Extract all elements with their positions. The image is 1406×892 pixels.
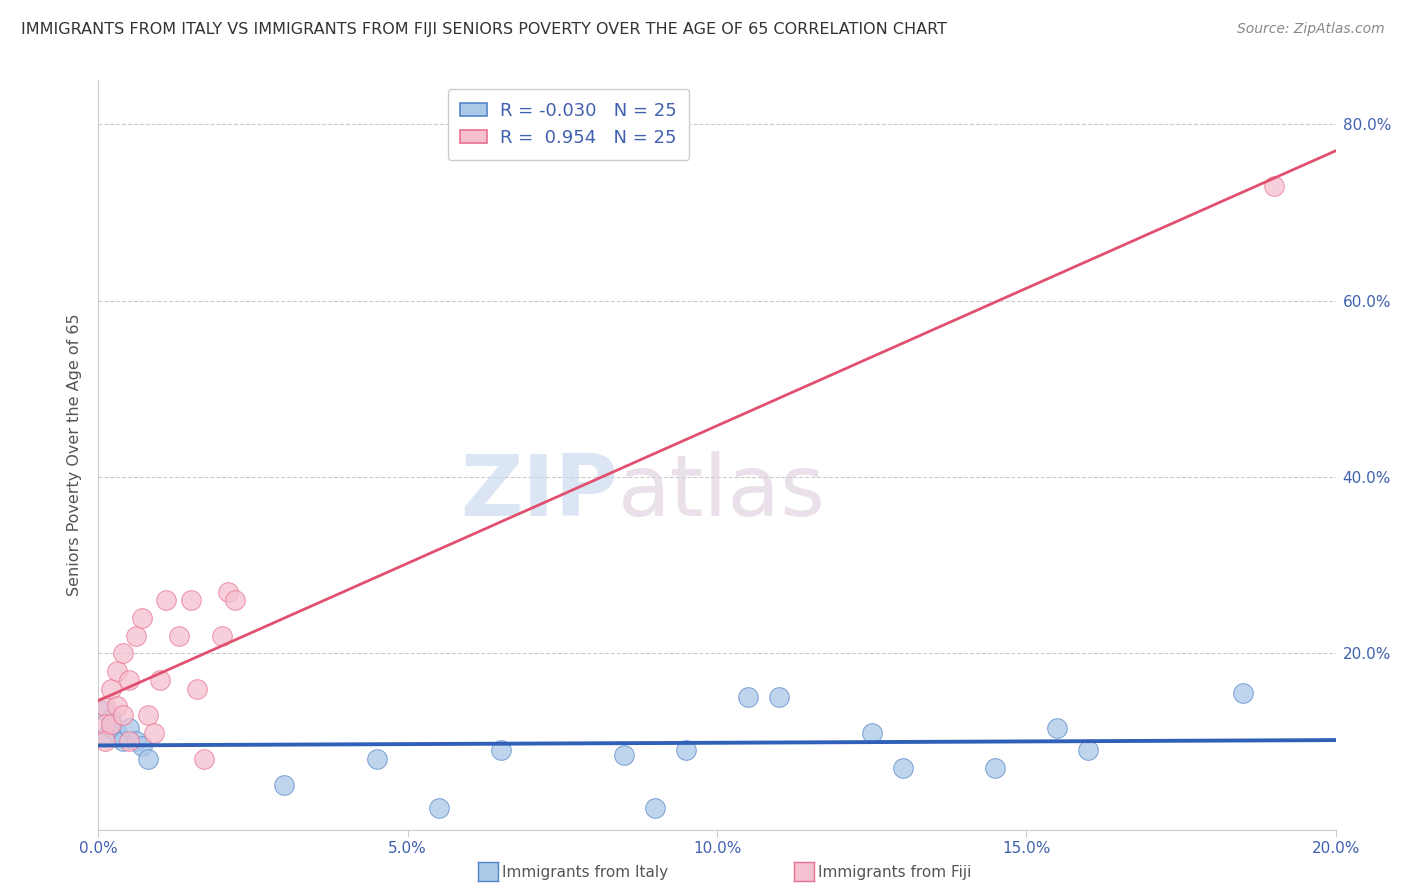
Point	[427, 800, 450, 814]
Point	[1077, 743, 1099, 757]
Point	[224, 593, 246, 607]
Point	[366, 752, 388, 766]
Point	[193, 752, 215, 766]
Point	[891, 761, 914, 775]
Point	[112, 734, 135, 748]
Point	[112, 708, 135, 723]
Point	[93, 730, 115, 744]
Point	[768, 690, 790, 705]
Point	[180, 593, 202, 607]
Point	[93, 699, 115, 714]
Point	[737, 690, 759, 705]
Point	[105, 699, 128, 714]
Point	[613, 747, 636, 762]
Point	[167, 629, 190, 643]
Point	[143, 725, 166, 739]
Point	[100, 716, 122, 731]
Point	[155, 593, 177, 607]
Point	[118, 721, 141, 735]
Point	[118, 734, 141, 748]
Point	[273, 779, 295, 793]
Point	[675, 743, 697, 757]
Text: Immigrants from Italy: Immigrants from Italy	[502, 865, 668, 880]
Point	[1046, 721, 1069, 735]
Point	[217, 584, 239, 599]
Point	[131, 739, 153, 753]
Point	[136, 752, 159, 766]
Point	[100, 712, 122, 726]
Point	[1263, 179, 1285, 194]
Point	[93, 734, 115, 748]
Text: IMMIGRANTS FROM ITALY VS IMMIGRANTS FROM FIJI SENIORS POVERTY OVER THE AGE OF 65: IMMIGRANTS FROM ITALY VS IMMIGRANTS FROM…	[21, 22, 948, 37]
Text: ZIP: ZIP	[460, 450, 619, 534]
Point	[105, 725, 128, 739]
Y-axis label: Seniors Poverty Over the Age of 65: Seniors Poverty Over the Age of 65	[67, 314, 83, 596]
Point	[644, 800, 666, 814]
Text: Source: ZipAtlas.com: Source: ZipAtlas.com	[1237, 22, 1385, 37]
Point	[149, 673, 172, 687]
Point	[1232, 686, 1254, 700]
Text: atlas: atlas	[619, 450, 827, 534]
Point	[124, 629, 146, 643]
Point	[105, 664, 128, 678]
Point	[100, 721, 122, 735]
Point	[136, 708, 159, 723]
Point	[860, 725, 883, 739]
Point	[112, 646, 135, 660]
Point	[186, 681, 208, 696]
Point	[984, 761, 1007, 775]
Point	[131, 611, 153, 625]
Point	[93, 704, 115, 718]
Text: Immigrants from Fiji: Immigrants from Fiji	[818, 865, 972, 880]
Point	[93, 716, 115, 731]
Point	[211, 629, 233, 643]
Point	[124, 734, 146, 748]
Point	[100, 681, 122, 696]
Point	[118, 673, 141, 687]
Legend: R = -0.030   N = 25, R =  0.954   N = 25: R = -0.030 N = 25, R = 0.954 N = 25	[447, 89, 689, 160]
Point	[489, 743, 512, 757]
